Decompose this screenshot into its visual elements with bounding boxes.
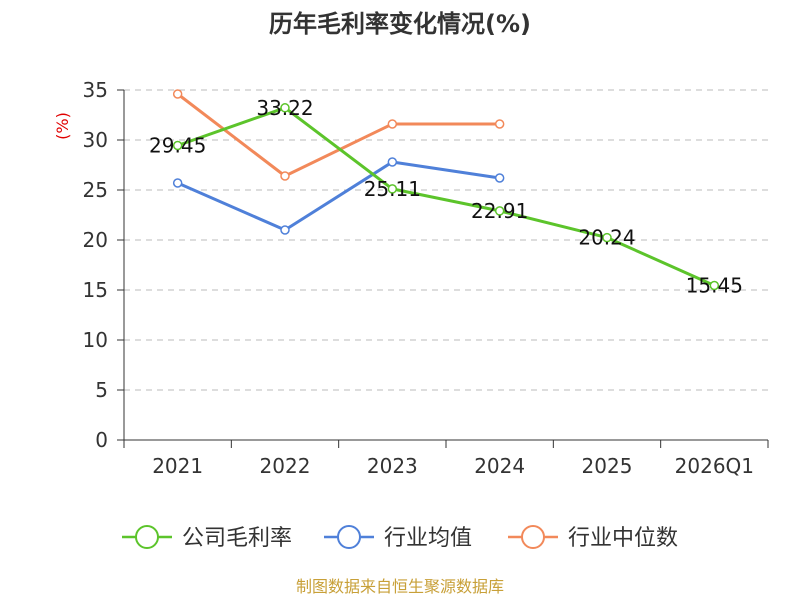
data-label: 15.45	[686, 274, 743, 298]
data-label: 25.11	[364, 177, 421, 201]
x-tick-label: 2026Q1	[675, 454, 754, 478]
data-point[interactable]	[280, 171, 290, 181]
data-label: 33.22	[256, 96, 313, 120]
legend[interactable]: 公司毛利率 行业均值 行业中位数	[122, 525, 678, 551]
y-axis-unit-label: (%)	[53, 112, 72, 140]
y-tick-label: 10	[83, 328, 108, 352]
data-point[interactable]	[172, 178, 183, 188]
series-lines	[172, 89, 720, 291]
y-tick-label: 20	[83, 228, 108, 252]
chart-title: 历年毛利率变化情况(%)	[269, 10, 531, 38]
data-point[interactable]	[280, 225, 290, 235]
series-line	[176, 92, 500, 178]
legend-label: 公司毛利率	[182, 526, 292, 551]
data-label: 29.45	[149, 134, 206, 158]
data-point[interactable]	[172, 89, 183, 99]
data-point[interactable]	[494, 206, 505, 216]
series-2	[172, 157, 505, 235]
data-point[interactable]	[280, 103, 290, 113]
y-tick-label: 30	[83, 128, 108, 152]
x-tick-label: 2024	[474, 454, 525, 478]
series-line	[177, 160, 500, 232]
data-label: 20.24	[578, 226, 635, 250]
x-tick-label: 2025	[582, 454, 633, 478]
legend-label: 行业中位数	[568, 526, 678, 551]
data-labels: 29.45 33.22 25.11 22.91 20.24 15.45	[149, 96, 743, 298]
legend-item-1[interactable]: 公司毛利率	[122, 525, 292, 551]
data-label: 22.91	[471, 199, 528, 223]
y-tick-label: 15	[83, 278, 108, 302]
legend-item-3[interactable]: 行业中位数	[508, 525, 678, 551]
y-tick-label: 35	[83, 78, 108, 102]
x-tick-label: 2023	[367, 454, 418, 478]
data-point[interactable]	[602, 232, 612, 243]
legend-marker-icon	[337, 525, 361, 549]
data-point[interactable]	[387, 157, 398, 167]
x-tick-label: 2021	[152, 454, 203, 478]
series-line	[177, 106, 715, 287]
y-tick-label: 0	[95, 428, 108, 452]
y-tick-label: 5	[95, 378, 108, 402]
data-point[interactable]	[494, 173, 505, 183]
data-point[interactable]	[709, 280, 720, 291]
legend-marker-icon	[135, 525, 159, 549]
grid-lines	[124, 89, 768, 391]
data-point[interactable]	[172, 140, 183, 151]
data-point[interactable]	[387, 119, 398, 129]
source-note: 制图数据来自恒生聚源数据库	[296, 577, 504, 596]
legend-label: 行业均值	[384, 526, 472, 551]
series-3	[172, 89, 505, 181]
legend-marker-icon	[521, 525, 545, 549]
x-tick-label: 2022	[260, 454, 311, 478]
series-1	[172, 103, 720, 291]
legend-item-2[interactable]: 行业均值	[324, 525, 472, 551]
y-tick-label: 25	[83, 178, 108, 202]
data-point[interactable]	[387, 184, 398, 194]
data-point[interactable]	[494, 119, 505, 129]
